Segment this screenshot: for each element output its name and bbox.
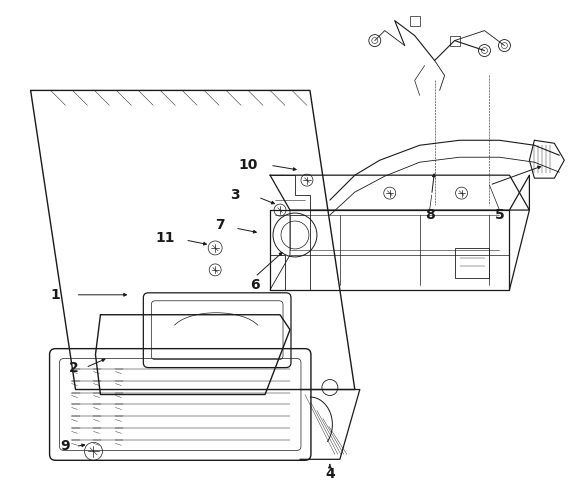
- Text: 6: 6: [250, 278, 260, 292]
- Text: 2: 2: [69, 361, 78, 375]
- Text: 8: 8: [425, 208, 435, 222]
- Text: 10: 10: [239, 158, 258, 172]
- Text: 3: 3: [230, 188, 240, 202]
- Text: 11: 11: [156, 231, 175, 245]
- Text: 1: 1: [51, 288, 60, 302]
- Text: 9: 9: [61, 439, 70, 454]
- Text: 5: 5: [495, 208, 504, 222]
- Text: 4: 4: [325, 467, 335, 481]
- Text: 7: 7: [215, 218, 225, 232]
